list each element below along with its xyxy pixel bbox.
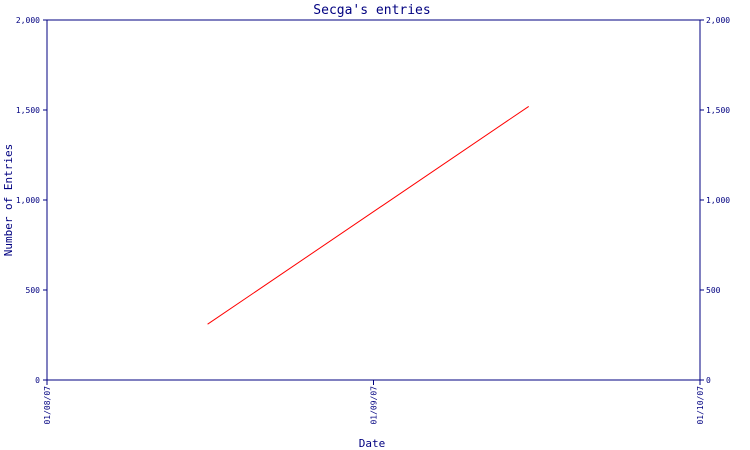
y-tick-label-right: 2,000 xyxy=(706,16,730,25)
x-axis-label: Date xyxy=(359,437,386,450)
y-tick-label-right: 500 xyxy=(706,286,721,295)
y-tick-label-left: 1,500 xyxy=(16,106,40,115)
y-tick-label-left: 500 xyxy=(26,286,41,295)
x-tick-label: 01/10/07 xyxy=(696,386,705,425)
chart-title: Secga's entries xyxy=(313,3,430,18)
y-tick-label-left: 0 xyxy=(35,376,40,385)
y-tick-label-right: 1,000 xyxy=(706,196,730,205)
x-tick-label: 01/09/07 xyxy=(370,386,379,425)
y-tick-label-right: 1,500 xyxy=(706,106,730,115)
x-tick-label: 01/08/07 xyxy=(43,386,52,425)
y-tick-label-left: 2,000 xyxy=(16,16,40,25)
series-line xyxy=(207,105,529,325)
y-tick-label-left: 1,000 xyxy=(16,196,40,205)
plot-frame xyxy=(46,19,701,381)
y-axis-label: Number of Entries xyxy=(2,144,15,257)
y-tick-label-right: 0 xyxy=(706,376,711,385)
